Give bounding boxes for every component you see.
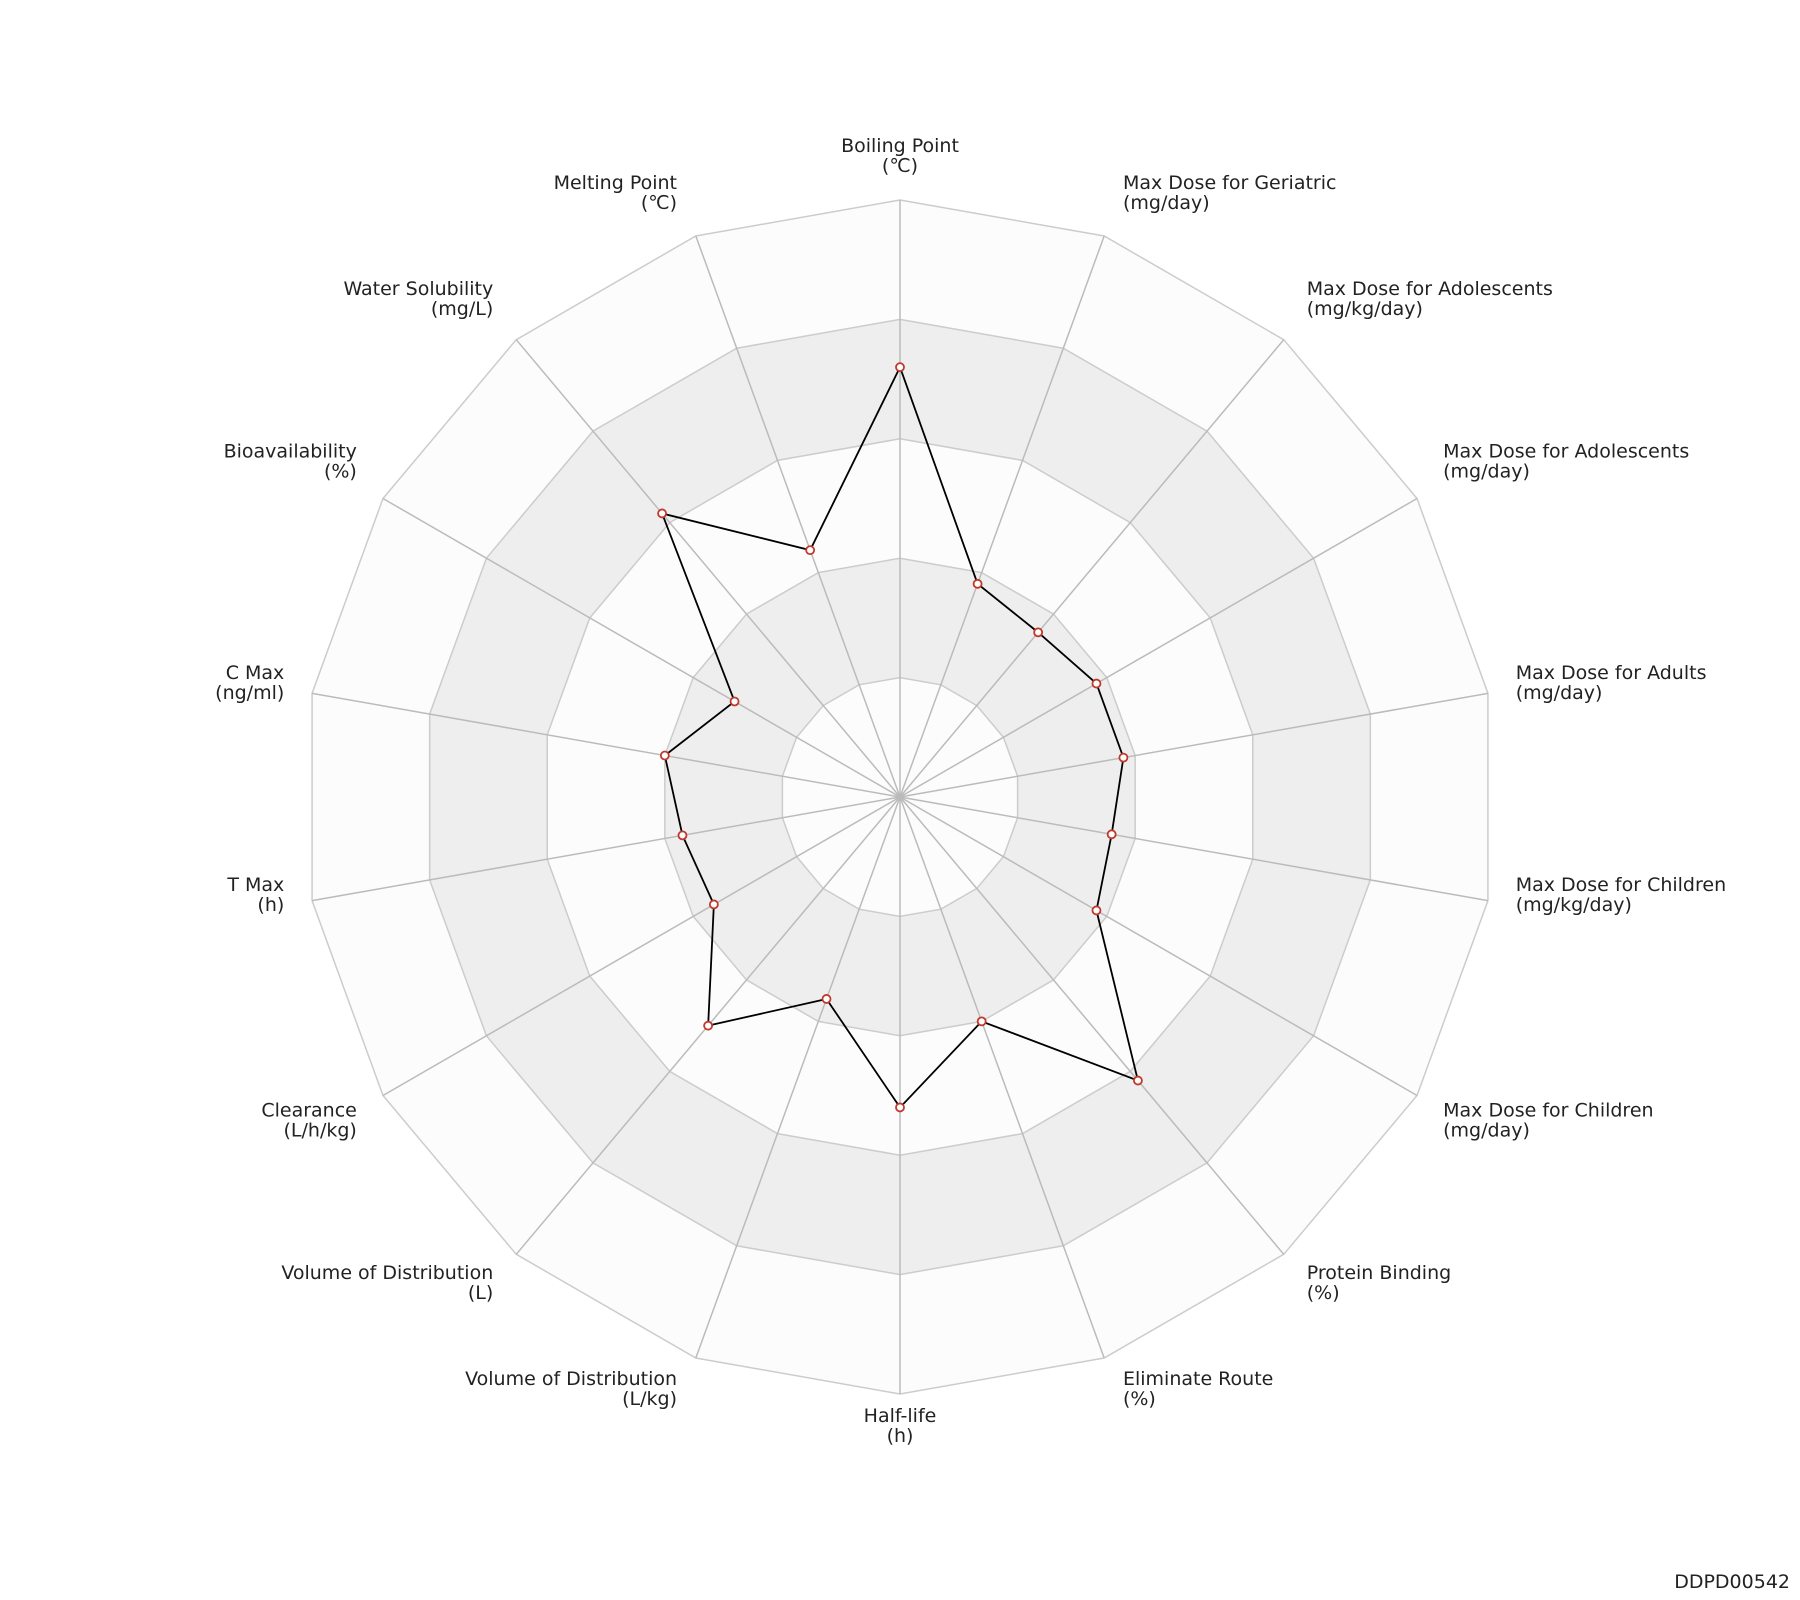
data-point: [1106, 829, 1117, 840]
axis-unit: (℃): [641, 192, 677, 214]
axis-unit: (mg/day): [1516, 682, 1603, 704]
axis-label: Half-life: [864, 1405, 937, 1427]
axis-unit: (mg/kg/day): [1307, 298, 1423, 320]
spoke: [311, 692, 901, 798]
spoke: [899, 796, 1489, 902]
spoke: [311, 796, 901, 902]
axis-unit: (L/h/kg): [284, 1120, 357, 1142]
axis-unit: (mg/day): [1443, 461, 1530, 483]
data-point: [1118, 752, 1129, 763]
axis-label: T Max: [226, 874, 284, 896]
axis-label: Max Dose for Children: [1516, 874, 1726, 896]
data-point: [1133, 1075, 1143, 1086]
axis-label: Max Dose for Children: [1443, 1100, 1653, 1122]
data-point: [1091, 678, 1102, 689]
spoke: [899, 796, 1105, 1359]
data-point: [1091, 905, 1102, 916]
axis-unit: (℃): [882, 155, 918, 177]
axis-label: Max Dose for Adults: [1516, 662, 1707, 684]
axis-unit: (mg/kg/day): [1516, 894, 1632, 916]
data-point: [708, 899, 719, 910]
data-point: [677, 830, 688, 841]
data-point: [1033, 627, 1044, 638]
axis-unit: (L): [468, 1282, 493, 1304]
axis-unit: (L/kg): [622, 1388, 677, 1410]
axis-label: Max Dose for Geriatric: [1123, 172, 1337, 194]
data-point: [976, 1016, 987, 1027]
data-point: [895, 362, 905, 373]
data-point: [729, 696, 740, 707]
axis-label: Melting Point: [554, 172, 677, 194]
data-point: [821, 994, 832, 1004]
spoke: [899, 796, 1285, 1255]
axis-unit: (mg/day): [1123, 192, 1210, 214]
data-point: [657, 508, 667, 519]
spoke: [515, 339, 901, 798]
axis-label: Boiling Point: [841, 135, 959, 157]
spoke: [899, 235, 1105, 798]
footer-id: DDPD00542: [1674, 1571, 1790, 1593]
axis-unit: (ng/ml): [215, 682, 284, 704]
data-point: [895, 1102, 905, 1113]
axis-label: Water Solubility: [343, 278, 493, 300]
axis-unit: (h): [257, 894, 284, 916]
spoke: [899, 692, 1489, 798]
spoke: [899, 497, 1418, 798]
axis-label: Max Dose for Adolescents: [1307, 278, 1553, 300]
axis-unit: (%): [1123, 1388, 1156, 1410]
data-point: [805, 545, 816, 556]
spoke: [382, 497, 901, 798]
axis-label: Max Dose for Adolescents: [1443, 441, 1689, 463]
axis-unit: (mg/day): [1443, 1120, 1530, 1142]
axis-label: Eliminate Route: [1123, 1368, 1273, 1390]
axis-label: Volume of Distribution: [281, 1262, 493, 1284]
spoke: [382, 796, 901, 1097]
axis-label: Bioavailability: [224, 441, 357, 463]
spoke: [899, 339, 1285, 798]
spoke: [899, 796, 1418, 1097]
data-point: [659, 750, 670, 761]
axis-unit: (%): [1307, 1282, 1340, 1304]
spoke: [695, 796, 901, 1359]
axis-label: Clearance: [261, 1100, 357, 1122]
axis-unit: (%): [324, 461, 357, 483]
data-point: [972, 578, 983, 589]
axis-label: Volume of Distribution: [465, 1368, 677, 1390]
axis-unit: (h): [887, 1425, 914, 1447]
axis-unit: (mg/L): [431, 298, 493, 320]
spoke: [695, 235, 901, 798]
data-point: [703, 1020, 714, 1031]
axis-label: C Max: [226, 662, 285, 684]
axis-label: Protein Binding: [1307, 1262, 1451, 1284]
